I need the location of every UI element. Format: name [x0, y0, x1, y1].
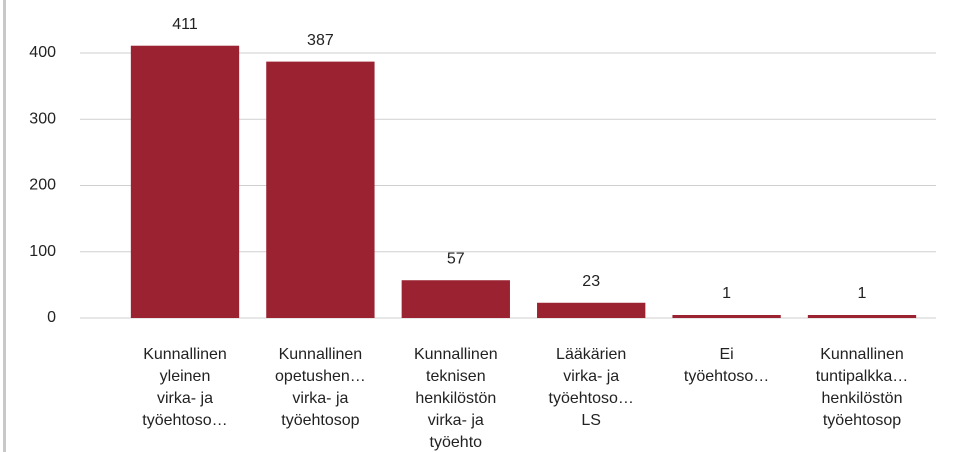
x-tick-label: virka- ja [428, 412, 484, 429]
x-tick-label: virka- ja [563, 368, 619, 385]
x-tick-label: työehtoso… [549, 390, 634, 407]
x-tick-label: työehtosop [281, 412, 359, 429]
y-tick-label: 100 [29, 243, 56, 260]
bar [537, 302, 646, 318]
x-tick-label: työehto [430, 434, 483, 451]
x-tick-label: teknisen [426, 368, 486, 385]
left-border [3, 0, 6, 452]
x-tick-label: yleinen [160, 368, 211, 385]
x-tick-label: työehtoso… [142, 412, 227, 429]
x-tick-label: Lääkärien [556, 346, 626, 363]
y-tick-label: 200 [29, 177, 56, 194]
x-tick-label: Kunnallinen [143, 346, 227, 363]
value-label: 23 [582, 273, 600, 290]
value-label: 387 [307, 32, 334, 49]
value-label: 1 [722, 285, 731, 302]
x-tick-label: virka- ja [157, 390, 213, 407]
x-tick-label: virka- ja [292, 390, 348, 407]
x-tick-label: LS [581, 412, 601, 429]
bar [266, 61, 375, 319]
value-label: 411 [172, 16, 198, 33]
x-tick-label: Kunnallinen [279, 346, 363, 363]
value-label: 57 [447, 250, 465, 267]
x-tick-label: Kunnallinen [820, 346, 904, 363]
bar [130, 45, 240, 319]
bar [401, 280, 510, 318]
x-tick-label: Ei [719, 346, 733, 363]
x-tick-label: Kunnallinen [414, 346, 498, 363]
x-tick-label: henkilöstön [415, 390, 496, 407]
y-tick-label: 0 [47, 309, 56, 326]
value-label: 1 [858, 285, 867, 302]
x-tick-label: tuntipalkka… [816, 368, 909, 385]
bar [807, 315, 917, 318]
x-tick-label: henkilöstön [822, 390, 903, 407]
x-tick-label: työehtosop [823, 412, 901, 429]
x-tick-label: työehtoso… [684, 368, 769, 385]
bar [672, 315, 781, 318]
y-tick-label: 400 [29, 44, 56, 61]
y-tick-label: 300 [29, 110, 56, 127]
x-tick-label: opetushen… [275, 368, 366, 385]
